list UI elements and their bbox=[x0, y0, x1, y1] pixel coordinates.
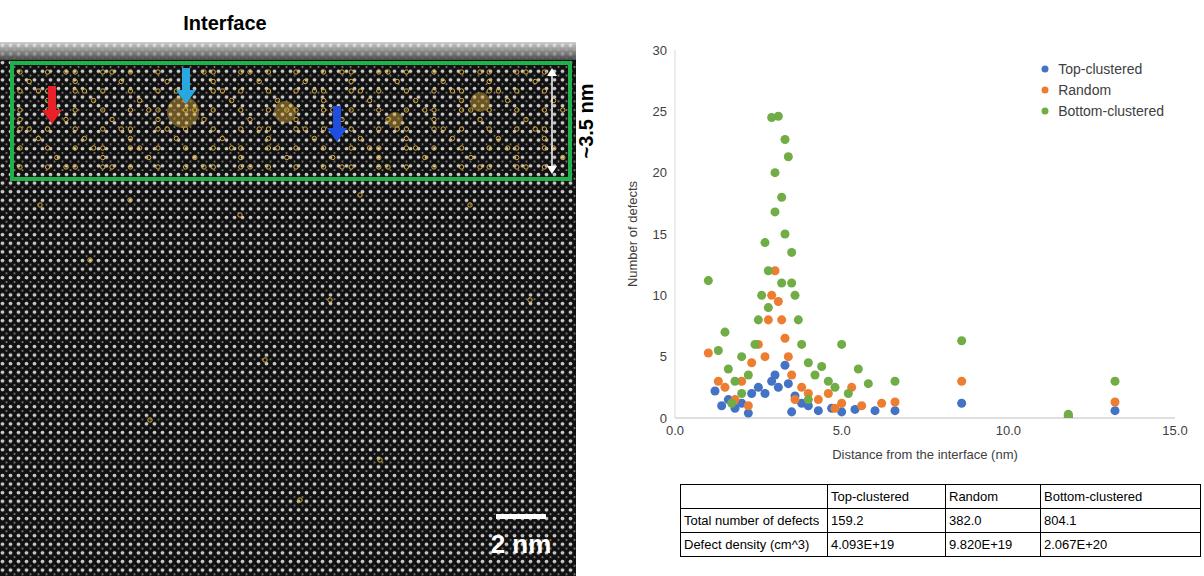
svg-text:0.0: 0.0 bbox=[666, 423, 684, 438]
svg-text:20: 20 bbox=[653, 165, 667, 180]
html-text:Random: Random bbox=[1058, 81, 1112, 98]
html-text:Defect density (cm^3): Defect density (cm^3) bbox=[684, 537, 810, 552]
svg-text:~3.5 nm: ~3.5 nm bbox=[575, 83, 597, 158]
svg-text:5: 5 bbox=[660, 349, 667, 364]
html-text:Bottom-clustered: Bottom-clustered bbox=[1044, 489, 1143, 504]
html-text:Bottom-clustered: Bottom-clustered bbox=[1058, 102, 1164, 119]
svg-text:15.0: 15.0 bbox=[1162, 423, 1187, 438]
html-text:2.067E+20: 2.067E+20 bbox=[1044, 537, 1108, 552]
html-text:159.2: 159.2 bbox=[831, 513, 864, 528]
html-text:Top-clustered: Top-clustered bbox=[1058, 60, 1143, 77]
html-text:Total number of defects: Total number of defects bbox=[684, 513, 820, 528]
svg-text:25: 25 bbox=[653, 104, 667, 119]
svg-text:2 nm: 2 nm bbox=[491, 529, 552, 559]
svg-text:Distance from the interface (n: Distance from the interface (nm) bbox=[832, 447, 1018, 462]
svg-text:Interface: Interface bbox=[183, 12, 266, 34]
svg-text:5.0: 5.0 bbox=[833, 423, 851, 438]
svg-text:Number of defects: Number of defects bbox=[625, 180, 640, 287]
svg-text:30: 30 bbox=[653, 43, 667, 58]
html-text:Top-clustered: Top-clustered bbox=[831, 489, 909, 504]
html-text:804.1: 804.1 bbox=[1044, 513, 1077, 528]
svg-text:0: 0 bbox=[660, 411, 667, 426]
svg-text:15: 15 bbox=[653, 227, 667, 242]
svg-text:10: 10 bbox=[653, 288, 667, 303]
html-text:382.0: 382.0 bbox=[949, 513, 982, 528]
html-text:4.093E+19: 4.093E+19 bbox=[831, 537, 895, 552]
html-text:Random: Random bbox=[949, 489, 999, 504]
html-text:9.820E+19: 9.820E+19 bbox=[949, 537, 1013, 552]
svg-text:10.0: 10.0 bbox=[996, 423, 1021, 438]
